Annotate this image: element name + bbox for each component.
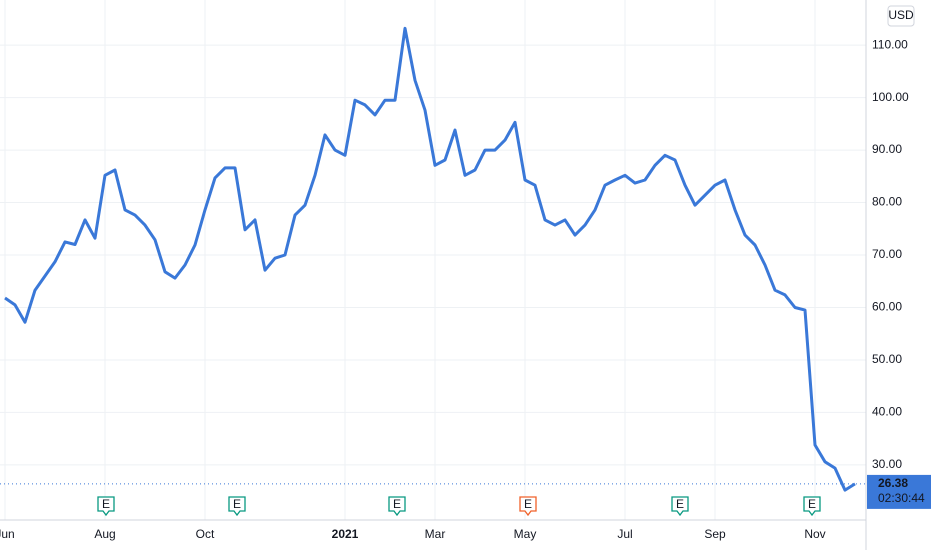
- event-label: E: [524, 497, 532, 511]
- event-marker: [519, 496, 537, 517]
- x-tick-label: May: [514, 527, 537, 541]
- y-tick-label: 80.00: [872, 195, 902, 209]
- x-tick-label: Aug: [94, 527, 115, 541]
- x-tick-label: Sep: [704, 527, 726, 541]
- y-tick-label: 50.00: [872, 352, 902, 366]
- event-marker: [671, 496, 689, 517]
- event-marker: [388, 496, 406, 517]
- last-price-box: [867, 474, 931, 509]
- y-tick-label: 90.00: [872, 142, 902, 156]
- y-tick-label: 100.00: [872, 90, 909, 104]
- price-line: [4, 26, 856, 492]
- countdown-label: 02:30:44: [878, 491, 925, 505]
- event-label: E: [102, 497, 110, 511]
- y-tick-label: 30.00: [872, 457, 902, 471]
- event-label: E: [808, 497, 816, 511]
- x-tick-label: Jul: [617, 527, 632, 541]
- event-marker: [803, 496, 821, 517]
- x-tick-label: Oct: [196, 527, 215, 541]
- x-tick-label: Mar: [425, 527, 446, 541]
- currency-box: [887, 5, 915, 27]
- x-tick-label: 2021: [332, 527, 359, 541]
- x-tick-label: Jun: [0, 527, 15, 541]
- y-tick-label: 60.00: [872, 300, 902, 314]
- y-tick-label: 70.00: [872, 247, 902, 261]
- x-tick-label: Nov: [804, 527, 825, 541]
- last-price-label: 26.38: [878, 476, 908, 490]
- event-marker: [228, 496, 246, 517]
- event-label: E: [676, 497, 684, 511]
- y-tick-label: 40.00: [872, 405, 902, 419]
- event-marker: [97, 496, 115, 517]
- event-label: E: [233, 497, 241, 511]
- y-tick-label: 110.00: [872, 37, 908, 51]
- event-label: E: [393, 497, 401, 511]
- currency-label: USD: [888, 8, 914, 22]
